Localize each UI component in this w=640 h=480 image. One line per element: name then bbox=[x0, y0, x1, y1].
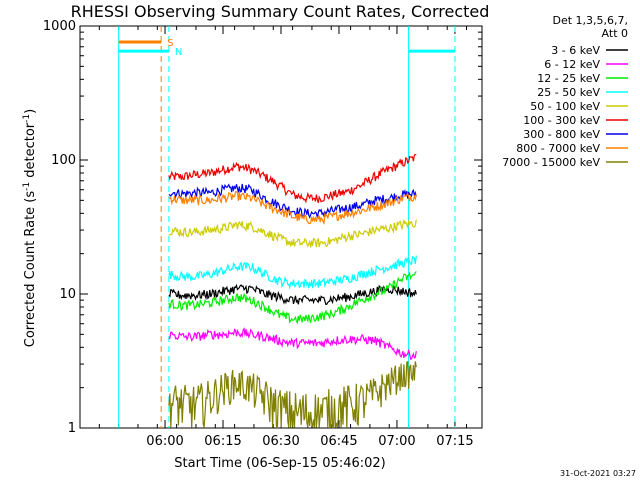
plot-frame bbox=[79, 25, 483, 429]
x-tick-label: 06:00 bbox=[146, 434, 183, 449]
axes: 1 10 100 1000 06:00 06:15 06:30 06:45 07:00 07:15 bbox=[43, 19, 483, 449]
x-tick-label: 06:30 bbox=[262, 434, 299, 449]
legend-header-1: Det 1,3,5,6,7, bbox=[552, 14, 628, 27]
flag-label: N bbox=[175, 47, 182, 58]
legend-entry-label: 100 - 300 keV bbox=[523, 114, 600, 127]
legend-entry-label: 7000 - 15000 keV bbox=[502, 156, 600, 169]
series-line bbox=[168, 218, 417, 248]
y-axis-label: Corrected Count Rate (s-1 detector-1) bbox=[22, 109, 38, 347]
x-tick-label: 07:00 bbox=[378, 434, 415, 449]
series-line bbox=[168, 191, 417, 225]
flag-label: S bbox=[167, 38, 173, 49]
x-tick-label: 07:15 bbox=[436, 434, 473, 449]
series-line bbox=[168, 153, 417, 204]
series-line bbox=[168, 283, 417, 306]
flag-bars: SN bbox=[118, 38, 455, 58]
legend-header-2: Att 0 bbox=[602, 27, 628, 40]
series-line bbox=[168, 327, 417, 360]
x-tick-label: 06:45 bbox=[320, 434, 357, 449]
series-line bbox=[168, 255, 417, 290]
timestamp: 31-Oct-2021 03:27 bbox=[560, 469, 636, 478]
series-lines bbox=[168, 153, 417, 430]
y-tick-label: 1000 bbox=[43, 19, 76, 34]
legend-entry-label: 12 - 25 keV bbox=[537, 72, 600, 85]
series-line bbox=[168, 271, 417, 325]
x-axis-label: Start Time (06-Sep-15 05:46:02) bbox=[174, 456, 385, 471]
legend-entry-label: 300 - 800 keV bbox=[523, 128, 600, 141]
legend-entry-label: 800 - 7000 keV bbox=[516, 142, 600, 155]
legend-entry-label: 6 - 12 keV bbox=[544, 58, 600, 71]
y-tick-label: 100 bbox=[51, 153, 76, 168]
series-line bbox=[168, 360, 417, 430]
chart-title: RHESSI Observing Summary Count Rates, Co… bbox=[71, 2, 490, 21]
legend-entry-label: 3 - 6 keV bbox=[551, 44, 600, 57]
legend-entry-label: 25 - 50 keV bbox=[537, 86, 600, 99]
legend-entry-label: 50 - 100 keV bbox=[530, 100, 600, 113]
x-tick-label: 06:15 bbox=[204, 434, 241, 449]
y-tick-label: 10 bbox=[59, 287, 76, 302]
event-markers bbox=[118, 26, 456, 428]
y-tick-label: 1 bbox=[68, 421, 76, 436]
series-line bbox=[168, 183, 417, 219]
